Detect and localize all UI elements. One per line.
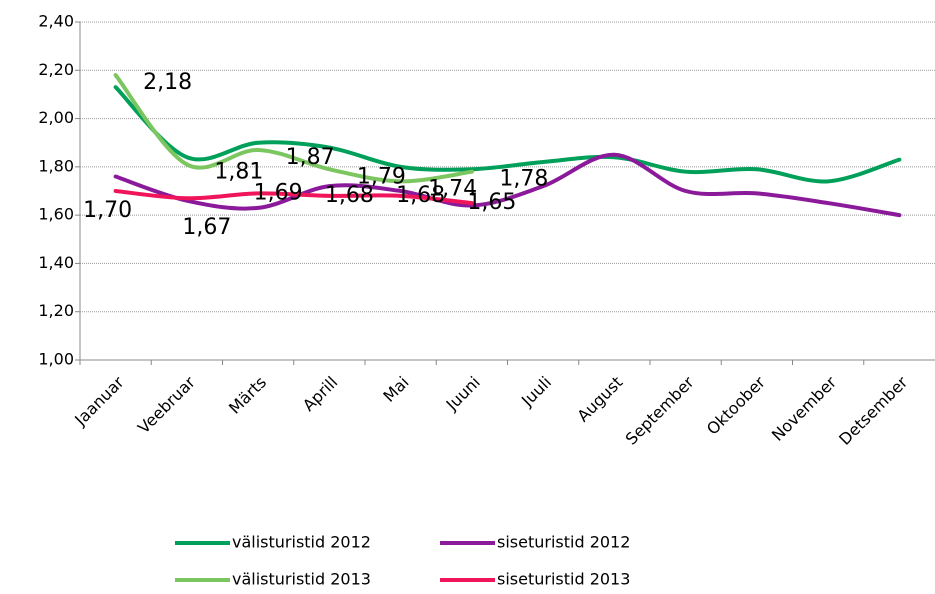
series-line [113,152,902,218]
x-tick-label: September [622,372,698,448]
x-tick-label: Veebruar [134,372,199,437]
y-tick-label: 2,00 [38,108,74,127]
x-tick-label: Märts [225,373,270,418]
legend-label: siseturistid 2012 [497,533,630,552]
data-label: 1,67 [182,215,231,240]
series-line [113,189,474,206]
x-tick-label: Jaanuar [70,372,128,430]
y-tick-label: 2,40 [38,12,74,31]
legend-label: välisturistid 2012 [232,533,371,552]
x-tick-label: Oktoober [703,372,769,438]
data-label: 1,78 [499,167,548,192]
data-label: 1,81 [214,159,263,184]
data-label: 1,68 [325,183,374,208]
data-label: 1,79 [357,164,406,189]
x-tick-label: Mai [379,373,412,406]
legend-label: välisturistid 2013 [232,570,371,589]
series-line [113,85,902,184]
data-label: 1,87 [286,145,335,170]
x-tick-label: Juuni [442,373,484,415]
series-line [113,73,474,184]
data-label: 1,68 [396,183,445,208]
legend-label: siseturistid 2013 [497,570,630,589]
x-tick-label: Detsember [835,372,912,449]
x-tick-label: Aprill [299,373,341,415]
data-label: 1,70 [83,198,132,223]
y-tick-label: 1,80 [38,156,74,175]
data-label: 2,18 [143,70,192,95]
y-tick-label: 1,60 [38,205,74,224]
x-tick-label: November [768,372,841,445]
data-label: 1,65 [467,190,516,215]
x-tick-label: Juuli [517,373,555,411]
y-tick-label: 1,00 [38,350,74,369]
data-label: 1,69 [254,180,303,205]
y-tick-label: 1,40 [38,253,74,272]
y-tick-label: 2,20 [38,60,74,79]
x-tick-label: August [573,373,626,426]
y-tick-label: 1,20 [38,301,74,320]
